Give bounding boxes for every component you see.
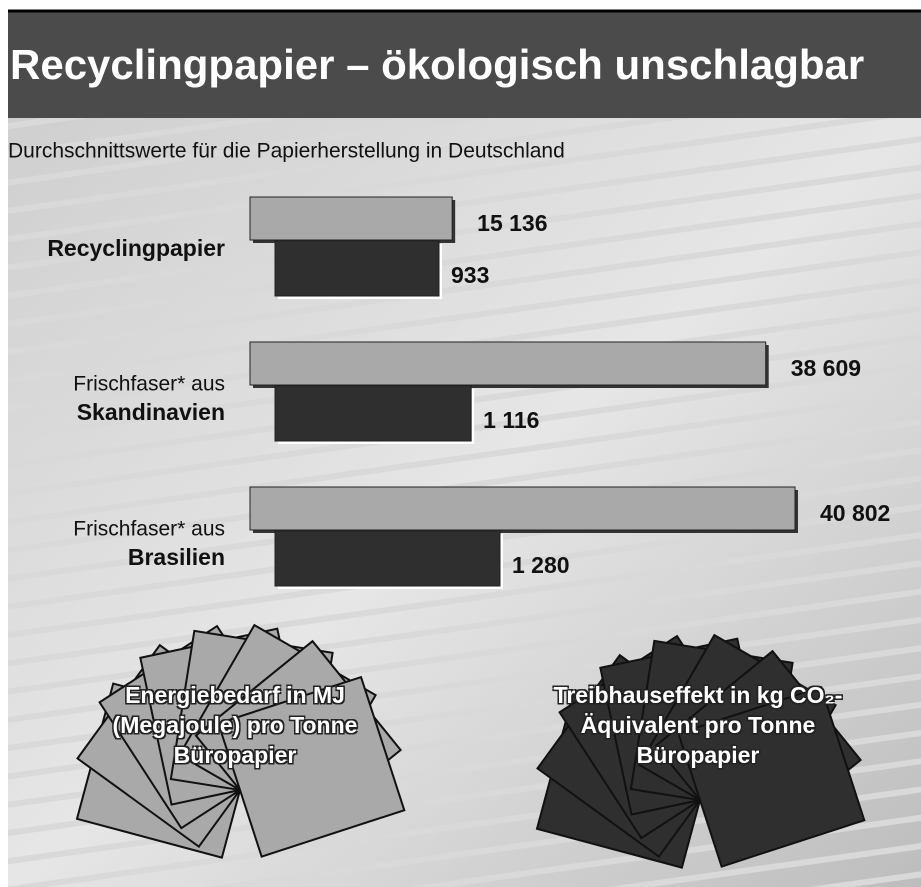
category-note: Frischfaser* aus	[73, 518, 225, 541]
value-label: 933	[451, 262, 489, 288]
value-label: 15 136	[477, 210, 547, 236]
bar	[250, 487, 795, 530]
value-label: 1 116	[483, 407, 539, 433]
value-label: 1 280	[512, 552, 570, 578]
bar	[275, 386, 471, 441]
infographic: Recyclingpapier – ökologisch unschlagbar…	[0, 0, 921, 887]
bar	[250, 197, 452, 240]
bar	[275, 531, 500, 586]
category-label: Skandinavien	[77, 399, 225, 425]
category-label: Recyclingpapier	[47, 235, 225, 261]
legend-co2: Treibhauseffekt in kg CO₂-Äquivalent pro…	[548, 680, 848, 770]
category-note: Frischfaser* aus	[73, 373, 225, 396]
value-label: 40 802	[820, 500, 890, 526]
chart-title: Recyclingpapier – ökologisch unschlagbar	[10, 41, 864, 88]
subtitle: Durchschnittswerte für die Papierherstel…	[8, 140, 565, 163]
value-label: 38 609	[791, 355, 861, 381]
bar	[275, 241, 439, 296]
legend-energy: Energiebedarf in MJ (Megajoule) pro Tonn…	[85, 680, 385, 770]
bar	[250, 342, 766, 385]
category-label: Brasilien	[128, 544, 225, 570]
